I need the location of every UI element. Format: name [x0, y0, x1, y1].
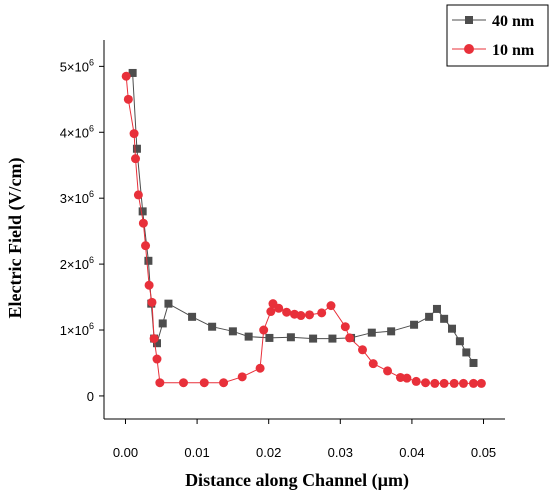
data-point-10nm	[411, 376, 421, 386]
series-10nm	[121, 71, 486, 388]
data-point-40nm	[432, 304, 441, 313]
data-point-10nm	[296, 311, 306, 321]
data-point-10nm	[266, 307, 276, 317]
x-tick-label: 0.03	[328, 445, 353, 460]
data-point-40nm	[158, 319, 167, 328]
x-tick-label: 0.00	[113, 445, 138, 460]
data-point-40nm	[208, 322, 217, 331]
x-tick-label: 0.02	[256, 445, 281, 460]
x-axis-title: Distance along Channel (µm)	[185, 470, 409, 491]
y-axis-title: Electric Field (V/cm)	[5, 158, 26, 319]
legend-label-40nm: 40 nm	[492, 13, 535, 30]
x-tick-label: 0.05	[471, 445, 496, 460]
data-point-10nm	[326, 301, 336, 311]
x-tick-label: 0.04	[399, 445, 424, 460]
data-point-40nm	[138, 207, 147, 216]
data-point-40nm	[367, 328, 376, 337]
data-point-10nm	[476, 378, 486, 388]
data-point-10nm	[383, 366, 393, 376]
data-point-10nm	[149, 334, 159, 344]
data-point-40nm	[462, 348, 471, 357]
y-tick-label: 1×106	[60, 321, 94, 338]
data-point-10nm	[368, 359, 378, 369]
data-point-10nm	[317, 308, 327, 318]
data-point-40nm	[410, 320, 419, 329]
data-point-10nm	[133, 190, 143, 200]
data-point-40nm	[469, 358, 478, 367]
data-point-10nm	[458, 378, 468, 388]
data-point-40nm	[164, 299, 173, 308]
axes: 0.00 0.01 0.02 0.03 0.04 0.05 0 1×106 2×106 3×106…	[60, 40, 505, 460]
data-point-40nm	[387, 327, 396, 336]
series-layer	[121, 68, 486, 388]
data-point-10nm	[421, 378, 431, 388]
data-point-40nm	[448, 324, 457, 333]
data-point-10nm	[138, 218, 148, 228]
data-point-40nm	[455, 337, 464, 346]
data-point-10nm	[402, 373, 412, 383]
data-point-10nm	[147, 297, 157, 307]
data-point-40nm	[328, 334, 337, 343]
data-point-40nm	[132, 144, 141, 153]
data-point-40nm	[144, 256, 153, 265]
data-point-10nm	[439, 378, 449, 388]
legend-marker-40nm	[465, 16, 473, 24]
data-point-10nm	[340, 322, 350, 332]
data-point-10nm	[121, 71, 131, 81]
y-tick-label: 3×106	[60, 189, 94, 206]
data-point-40nm	[228, 327, 237, 336]
data-point-10nm	[255, 363, 265, 373]
data-point-40nm	[128, 68, 137, 77]
data-point-10nm	[155, 378, 165, 388]
data-point-10nm	[259, 325, 269, 335]
data-point-10nm	[358, 345, 368, 355]
data-point-10nm	[178, 378, 188, 388]
data-point-10nm	[449, 378, 459, 388]
data-point-40nm	[244, 332, 253, 341]
data-point-10nm	[219, 378, 229, 388]
legend: 40 nm 10 nm	[446, 4, 549, 67]
data-point-10nm	[237, 372, 247, 382]
data-point-10nm	[152, 354, 162, 364]
data-point-40nm	[265, 333, 274, 342]
data-point-40nm	[309, 334, 318, 343]
x-tick-label: 0.01	[184, 445, 209, 460]
data-point-10nm	[131, 154, 141, 164]
data-point-40nm	[152, 339, 161, 348]
legend-label-10nm: 10 nm	[492, 42, 535, 59]
data-point-40nm	[425, 312, 434, 321]
data-point-10nm	[345, 333, 355, 343]
data-point-10nm	[430, 378, 440, 388]
data-point-10nm	[141, 241, 151, 251]
data-point-10nm	[123, 94, 133, 104]
legend-marker-10nm	[464, 44, 474, 54]
y-tick-label: 5×106	[60, 57, 94, 74]
data-point-10nm	[199, 378, 209, 388]
data-point-10nm	[468, 378, 478, 388]
data-point-40nm	[286, 333, 295, 342]
y-tick-label: 4×106	[60, 123, 94, 140]
legend-box	[446, 4, 549, 67]
y-tick-label: 0	[87, 389, 94, 404]
data-point-10nm	[144, 280, 154, 290]
data-point-10nm	[282, 307, 292, 317]
data-point-40nm	[440, 314, 449, 323]
y-tick-label: 2×106	[60, 255, 94, 272]
data-point-10nm	[129, 129, 139, 139]
data-point-40nm	[188, 312, 197, 321]
data-point-10nm	[274, 303, 284, 313]
data-point-10nm	[305, 310, 315, 320]
